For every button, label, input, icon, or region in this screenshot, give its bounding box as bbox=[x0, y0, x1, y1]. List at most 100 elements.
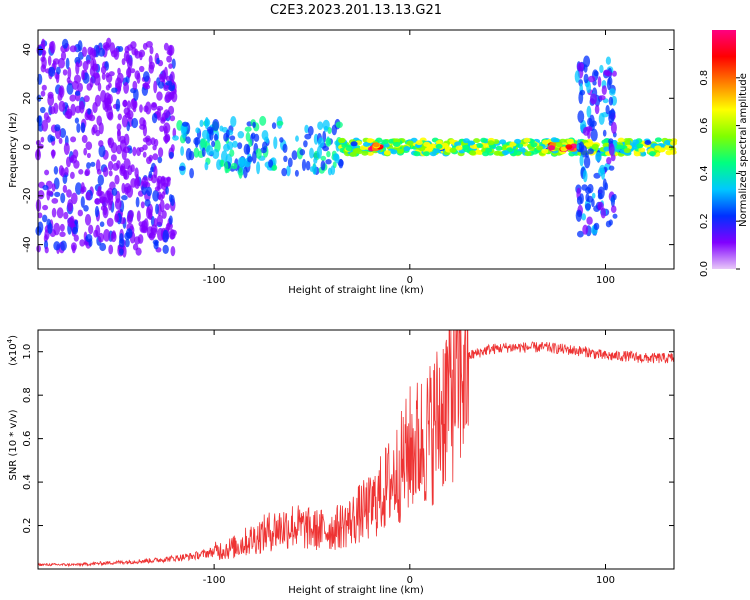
heatmap-cell bbox=[37, 45, 43, 56]
heatmap-cell bbox=[212, 148, 220, 160]
heatmap-cell bbox=[139, 124, 146, 130]
heatmap-cell bbox=[63, 142, 70, 155]
snr-multiplier: (x104) bbox=[6, 335, 19, 366]
heatmap-cell bbox=[75, 182, 82, 195]
heatmap-cell bbox=[74, 56, 81, 65]
heatmap-cell bbox=[101, 72, 106, 80]
heatmap-cell bbox=[165, 186, 169, 195]
heatmap-cell bbox=[70, 171, 75, 179]
heatmap-cell bbox=[301, 159, 307, 171]
heatmap-cell bbox=[64, 110, 72, 119]
heatmap-cell bbox=[366, 150, 374, 156]
heatmap-cell bbox=[150, 166, 155, 172]
heatmap-cell bbox=[59, 128, 67, 138]
heatmap-cell bbox=[51, 149, 55, 159]
heatmap-x-tick-label: 100 bbox=[596, 275, 615, 286]
heatmap-cell bbox=[159, 125, 165, 132]
heatmap-y-tick-label: 0 bbox=[22, 144, 33, 150]
heatmap-cell bbox=[469, 150, 477, 156]
heatmap-cell bbox=[587, 148, 594, 155]
heatmap-cell bbox=[122, 245, 127, 258]
heatmap-cell bbox=[480, 137, 488, 143]
heatmap-x-label: Height of straight line (km) bbox=[288, 285, 424, 296]
heatmap-cell bbox=[312, 163, 317, 175]
heatmap-cell bbox=[435, 143, 443, 149]
heatmap-cell bbox=[104, 92, 111, 106]
heatmap-x-ticks: -100 0 100 bbox=[203, 30, 615, 286]
heatmap-cell bbox=[633, 151, 641, 157]
heatmap-cell bbox=[499, 139, 507, 145]
heatmap-cell bbox=[361, 150, 369, 156]
heatmap-cell bbox=[84, 214, 92, 226]
heatmap-cell bbox=[49, 40, 56, 54]
heatmap-cell bbox=[119, 248, 124, 256]
heatmap-cell bbox=[608, 143, 615, 156]
heatmap-cell bbox=[111, 187, 118, 196]
heatmap-cell bbox=[47, 91, 54, 99]
heatmap-cell bbox=[587, 129, 591, 139]
heatmap-cell bbox=[76, 123, 81, 133]
heatmap-cell bbox=[53, 166, 59, 175]
heatmap-cell bbox=[372, 142, 380, 148]
colorbar-strip bbox=[712, 30, 736, 269]
heatmap-cell bbox=[185, 136, 191, 144]
heatmap-cell bbox=[209, 128, 214, 141]
heatmap-cell bbox=[578, 91, 584, 105]
heatmap-cell bbox=[566, 138, 574, 144]
heatmap-cell bbox=[47, 222, 53, 235]
heatmap-cell bbox=[243, 166, 248, 179]
heatmap-cell bbox=[70, 103, 76, 116]
heatmap-cell bbox=[598, 112, 605, 125]
heatmap-cell bbox=[40, 64, 46, 73]
heatmap-cell bbox=[610, 121, 617, 134]
heatmap-cell bbox=[58, 57, 65, 69]
heatmap-cell bbox=[161, 210, 167, 219]
heatmap-cell bbox=[153, 80, 158, 94]
heatmap-cell bbox=[139, 65, 145, 73]
heatmap-cell bbox=[303, 140, 308, 148]
heatmap-cell bbox=[123, 81, 129, 94]
heatmap-cell bbox=[598, 95, 606, 101]
heatmap-cell bbox=[80, 122, 86, 133]
heatmap-cell bbox=[326, 150, 331, 158]
heatmap-cell bbox=[593, 222, 600, 231]
heatmap-cell bbox=[160, 118, 166, 124]
heatmap-cell bbox=[105, 104, 113, 111]
heatmap-cell bbox=[536, 145, 544, 151]
heatmap-cell bbox=[53, 222, 61, 236]
heatmap-cell bbox=[577, 62, 585, 72]
heatmap-cell bbox=[582, 224, 589, 235]
heatmap-cell bbox=[220, 159, 225, 167]
heatmap-cell bbox=[381, 139, 389, 145]
heatmap-cell bbox=[123, 146, 131, 154]
snr-line bbox=[37, 329, 675, 568]
heatmap-cell bbox=[139, 51, 143, 61]
heatmap-cell bbox=[151, 113, 158, 124]
heatmap-cell bbox=[467, 140, 475, 146]
heatmap-cell bbox=[305, 160, 311, 171]
heatmap-cell bbox=[617, 137, 625, 143]
heatmap-cell bbox=[282, 143, 288, 153]
heatmap-cell bbox=[602, 129, 607, 137]
heatmap-cell bbox=[317, 121, 324, 130]
snr-y-tick-label: 0.4 bbox=[22, 474, 33, 490]
heatmap-cell bbox=[576, 196, 583, 205]
heatmap-cell bbox=[245, 131, 251, 142]
heatmap-cell bbox=[665, 150, 673, 156]
heatmap-cell bbox=[107, 137, 112, 146]
heatmap-cell bbox=[594, 104, 600, 115]
heatmap-cell bbox=[323, 125, 329, 132]
heatmap-cell bbox=[188, 150, 195, 161]
heatmap-cell bbox=[41, 84, 47, 91]
heatmap-cell bbox=[194, 137, 199, 148]
heatmap-cell bbox=[251, 132, 256, 139]
heatmap-cell bbox=[332, 153, 340, 162]
heatmap-cell bbox=[237, 131, 245, 139]
heatmap-cell bbox=[577, 230, 584, 238]
heatmap-cell bbox=[599, 64, 604, 74]
heatmap-cell bbox=[169, 115, 176, 122]
heatmap-cell bbox=[648, 151, 656, 157]
heatmap-cell bbox=[95, 224, 101, 237]
heatmap-cell bbox=[475, 143, 483, 148]
